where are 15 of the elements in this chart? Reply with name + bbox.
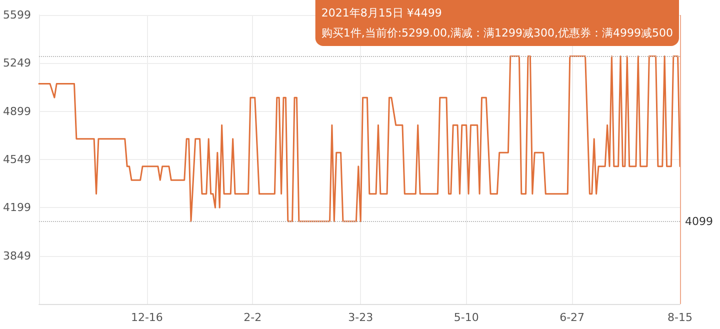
y-tick-label: 4899 xyxy=(2,104,31,118)
x-tick-label: 5-10 xyxy=(454,311,479,324)
y-tick-label: 4549 xyxy=(2,153,31,166)
x-tick-label: 3-23 xyxy=(348,311,374,324)
y-tick-label: 4199 xyxy=(2,201,31,214)
y-tick-label: 5599 xyxy=(2,8,31,22)
y-tick-label: 5249 xyxy=(2,56,31,70)
y-tick-label: 3849 xyxy=(2,249,31,262)
annotation: 2021年8月15日 ¥4499 购买1件,当前价:5299.00,满减：满1299减300,优惠券：满4999减500 xyxy=(321,6,674,40)
x-tick-label: 6-27 xyxy=(560,311,585,324)
x-tick-label: 12-16 xyxy=(130,311,163,324)
line-series xyxy=(38,56,681,222)
x-tick-label: 2-2 xyxy=(244,311,262,324)
ref-line-label: 4099 xyxy=(685,214,713,228)
x-tick-label: 8-15 xyxy=(668,311,692,324)
